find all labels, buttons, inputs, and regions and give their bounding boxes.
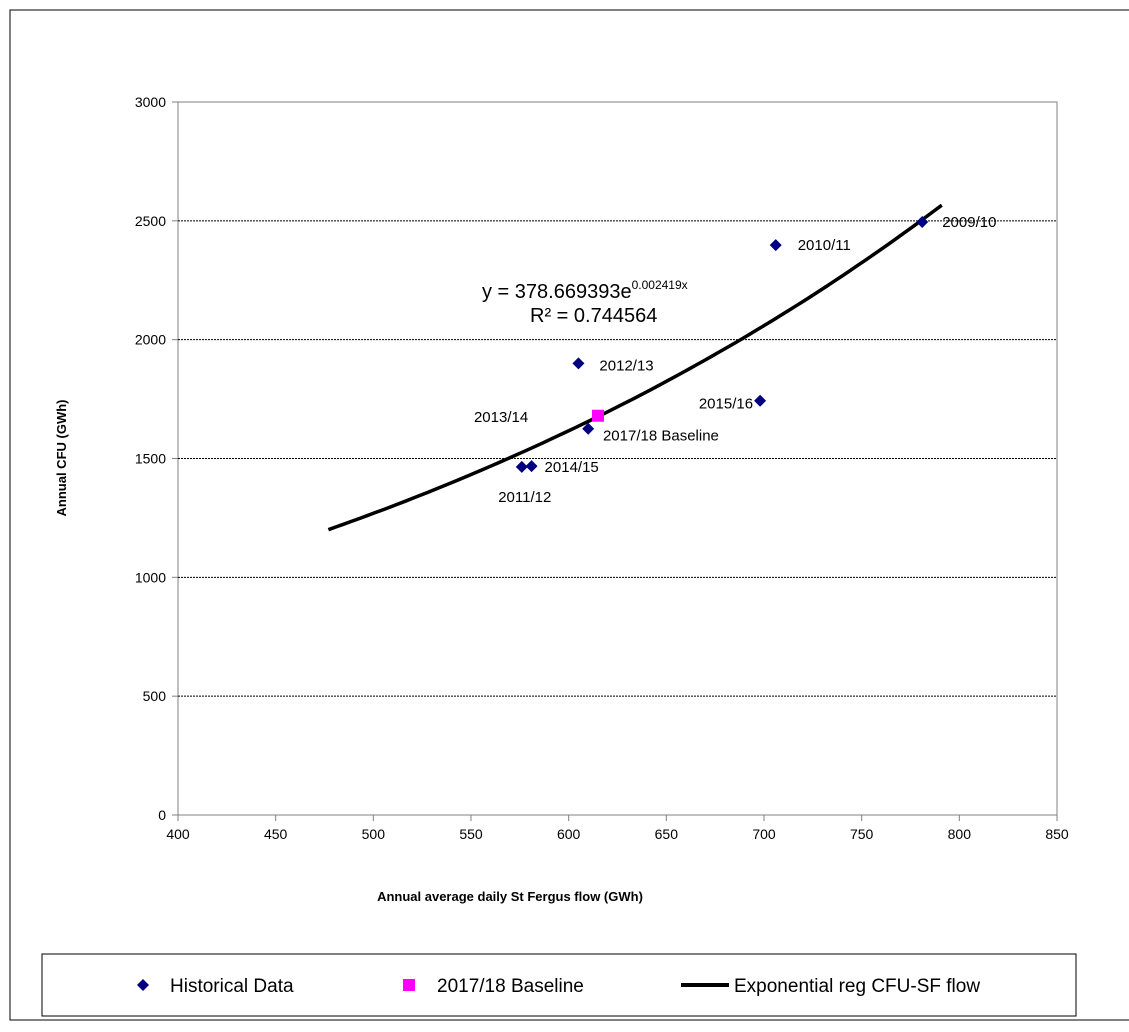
- legend-regression-label: Exponential reg CFU-SF flow: [734, 976, 980, 997]
- x-tick-label: 400: [166, 826, 190, 842]
- legend-box: [41, 953, 1077, 1017]
- point-label: 2014/15: [545, 459, 599, 476]
- legend-square-marker: [403, 979, 415, 991]
- x-tick-label: 750: [850, 826, 874, 842]
- gridlines: [178, 220, 1057, 697]
- x-tick-label: 600: [557, 826, 581, 842]
- point-label: 2009/10: [942, 214, 996, 231]
- axes: 0 500 1000 1500 2000 2500 3000 400 450 500 550 600 6…: [135, 94, 1069, 842]
- equation-exponent: 0.002419x: [632, 278, 688, 292]
- legend-historical-label: Historical Data: [170, 976, 294, 997]
- x-tick-label: 450: [264, 826, 288, 842]
- equation-prefix: y = 378.669393e: [482, 281, 632, 303]
- historical-data-point: [754, 394, 767, 407]
- y-tick-label: 2500: [135, 213, 166, 229]
- x-axis-title: Annual average daily St Fergus flow (GWh…: [377, 889, 643, 904]
- historical-data-point: [769, 239, 782, 252]
- x-tick-label: 700: [752, 826, 776, 842]
- point-label: 2017/18 Baseline: [603, 428, 719, 445]
- y-tick-label: 3000: [135, 94, 166, 110]
- x-tick-label: 650: [655, 826, 679, 842]
- x-tick-label: 800: [948, 826, 972, 842]
- historical-data-point: [525, 460, 538, 473]
- point-label: 2012/13: [599, 357, 653, 374]
- data-points: [515, 216, 929, 473]
- historical-data-point: [916, 216, 929, 229]
- historical-data-point: [515, 460, 528, 473]
- r-squared-label: R² = 0.744564: [530, 305, 657, 327]
- y-tick-label: 500: [143, 688, 167, 704]
- point-label: 2010/11: [798, 237, 851, 254]
- regression-curve-layer: [327, 203, 943, 532]
- regression-curve: [327, 203, 943, 532]
- baseline-data-point: [591, 409, 604, 422]
- x-tick-label: 550: [459, 826, 483, 842]
- point-label: 2011/12: [498, 489, 551, 506]
- y-tick-label: 0: [158, 807, 166, 823]
- y-tick-label: 1500: [135, 451, 166, 467]
- historical-data-point: [572, 357, 585, 370]
- legend-baseline-label: 2017/18 Baseline: [437, 976, 584, 997]
- point-label: 2015/16: [699, 396, 753, 413]
- point-label: 2013/14: [474, 409, 528, 426]
- y-axis-title: Annual CFU (GWh): [54, 400, 69, 517]
- y-tick-label: 2000: [135, 332, 166, 348]
- x-tick-label: 500: [362, 826, 386, 842]
- x-tick-label: 850: [1045, 826, 1069, 842]
- equation-label: y = 378.669393e0.002419x: [482, 278, 688, 303]
- legend-diamond-marker: [137, 979, 149, 991]
- y-tick-label: 1000: [135, 569, 166, 585]
- point-labels: 2009/10 2010/11 2011/12 2012/13 2013/14 2014/…: [474, 214, 996, 506]
- historical-data-point: [582, 422, 595, 435]
